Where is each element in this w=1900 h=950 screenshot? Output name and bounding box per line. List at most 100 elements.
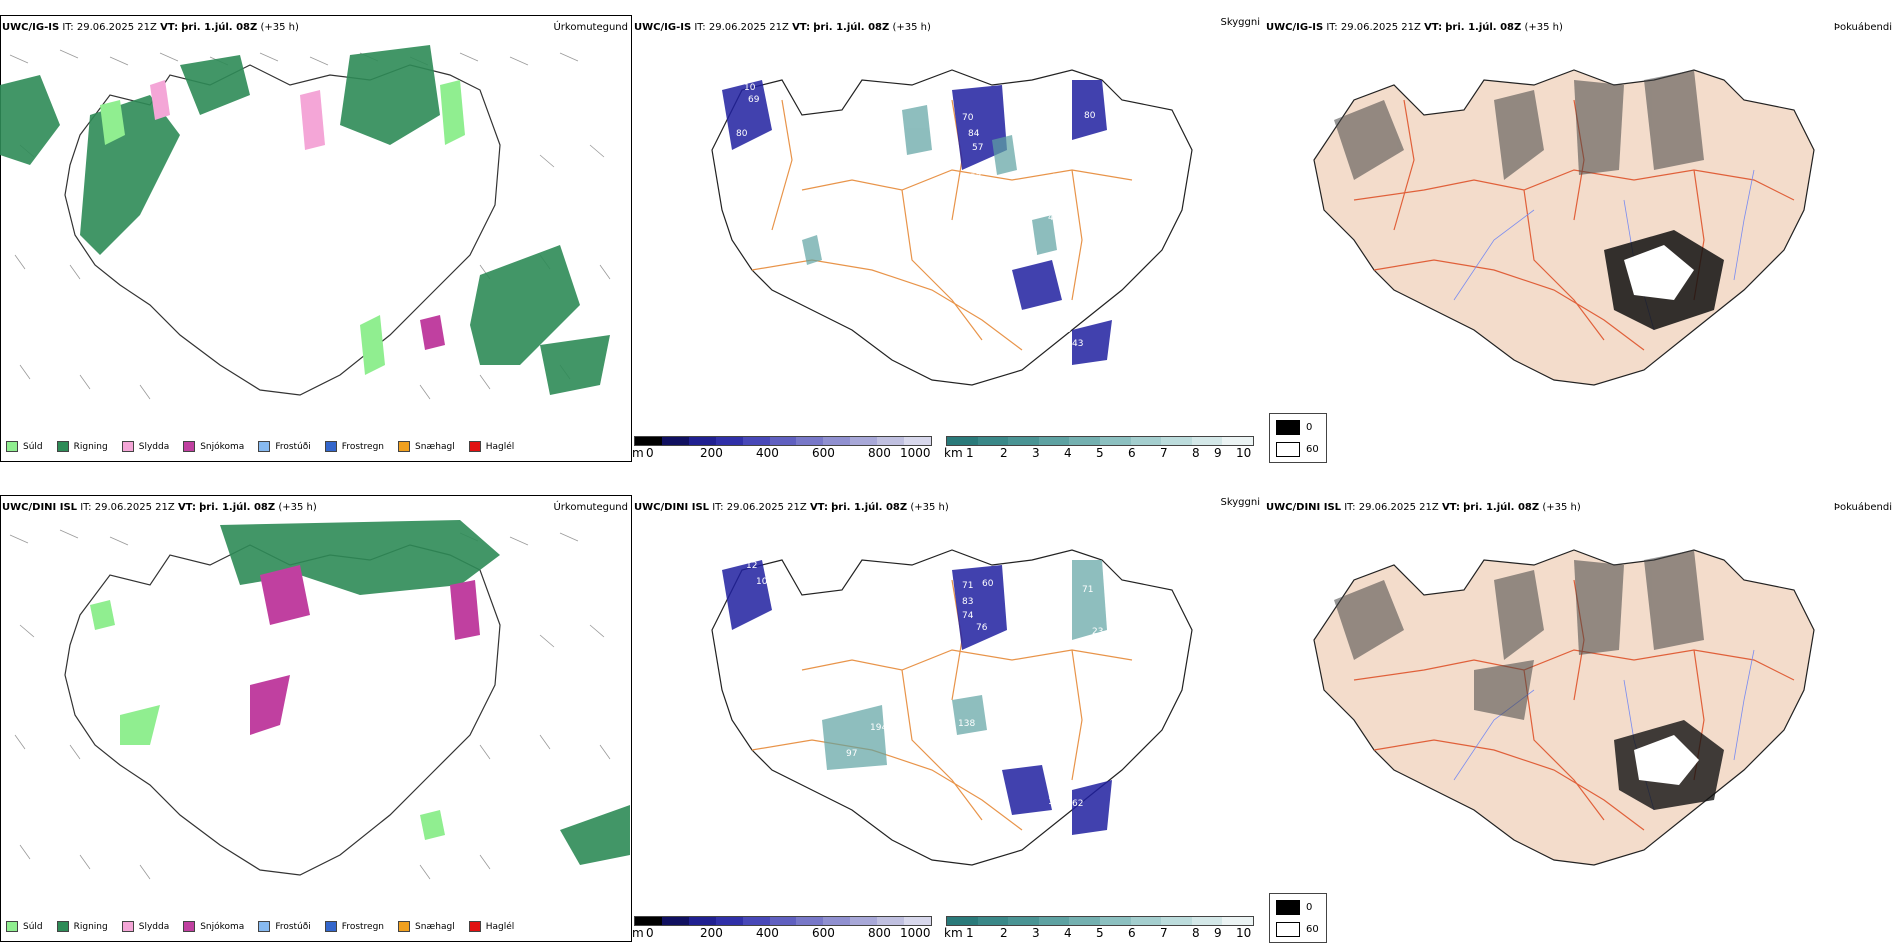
valid-time-label: VT: (809, 502, 828, 513)
colorbar-segment (1191, 917, 1223, 925)
legend-item-rain: Rigning (56, 441, 108, 452)
legend-label: Frostregn (341, 921, 385, 932)
panel-header: UWC/DINI ISL IT: 29.06.2025 21Z VT: þri.… (634, 502, 949, 513)
vis-value-label: 20 (930, 631, 942, 641)
legend-item-snow: Snjókoma (183, 441, 244, 452)
legend-swatch (56, 921, 69, 932)
fog-map (1313, 69, 1815, 386)
vis-value-label: 12 (1056, 261, 1067, 271)
visibility-panel-top: UWC/IG-IS IT: 29.06.2025 21Z VT: þri. 1.… (632, 0, 1264, 462)
panel-title: Úrkomutegund (553, 22, 628, 33)
vis-value-label: 40 (1048, 213, 1060, 223)
colorbar-segment (661, 917, 689, 925)
colorbar-tick: 0 (646, 446, 654, 460)
vis-value-label: 62 (1072, 799, 1083, 809)
precip-type-panel-bottom: UWC/DINI ISL IT: 29.06.2025 21Z VT: þri.… (0, 480, 632, 942)
vis-value-label: 69 (748, 95, 760, 105)
legend-label: Haglél (485, 441, 515, 452)
colorbar-segment (877, 437, 905, 445)
legend-swatch (258, 921, 271, 932)
visibility-panel-bottom: UWC/DINI ISL IT: 29.06.2025 21Z VT: þri.… (632, 480, 1264, 942)
legend-swatch (121, 441, 134, 452)
legend-swatch (6, 921, 18, 932)
legend-swatch (121, 921, 134, 932)
legend-label: Frostúði (275, 921, 311, 932)
panel-title: Þokuábendi (1833, 22, 1892, 33)
colorbar-unit: km (944, 926, 963, 940)
valid-time: þri. 1.júl. 08Z (199, 502, 276, 513)
legend-item-sleet: Slydda (121, 441, 169, 452)
lead-time: (+35 h) (892, 22, 931, 33)
colorbar-tick: 1000 (900, 926, 931, 940)
colorbar-segment (823, 437, 851, 445)
vis-value-label: 70 (962, 113, 974, 123)
vis-value-label: 35 (1098, 159, 1109, 169)
colorbar-tick: 2 (1000, 446, 1008, 460)
vis-value-label: 84 (968, 129, 980, 139)
fog-index-panel-bottom: UWC/DINI ISL IT: 29.06.2025 21Z VT: þri.… (1264, 480, 1900, 943)
panel-title: Skyggni (1220, 497, 1260, 508)
colorbar-segment (1191, 437, 1223, 445)
colorbar-tick: 200 (700, 926, 723, 940)
colorbar-tick: 800 (868, 926, 891, 940)
lead-time: (+35 h) (278, 502, 317, 513)
colorbar-tick: 10 (1236, 926, 1252, 940)
model-name: UWC/IG-IS (1266, 22, 1324, 33)
colorbar-segment (1069, 437, 1100, 445)
legend-label: Súld (23, 921, 43, 932)
colorbar-tick: 1000 (900, 446, 931, 460)
vis-value-label: 83 (962, 597, 973, 607)
legend-item-freezing-rain: Frostregn (324, 921, 385, 932)
visibility-km-colorbar: km 1 2 3 4 5 6 7 8 9 10 (944, 436, 1256, 462)
fog-legend: 0 60 (1269, 413, 1327, 463)
panel-title: Skyggni (1220, 17, 1260, 28)
panel-title: Þokuábendi (1833, 502, 1892, 513)
valid-time: þri. 1.júl. 08Z (1463, 502, 1540, 513)
colorbar-segment (823, 917, 851, 925)
colorbar-segment (715, 917, 743, 925)
colorbar-segment (977, 437, 1009, 445)
visibility-m-colorbar: m 0 200 400 600 800 1000 (632, 916, 932, 942)
valid-time-label: VT: (160, 22, 179, 33)
vis-value-label: 76 (976, 623, 988, 633)
legend-swatch (6, 441, 18, 452)
fog-index-panel-top: UWC/IG-IS IT: 29.06.2025 21Z VT: þri. 1.… (1264, 0, 1900, 463)
lead-time: (+35 h) (910, 502, 949, 513)
legend-item-snow-pellets: Snæhagl (398, 921, 455, 932)
valid-time-label: VT: (792, 22, 811, 33)
vis-value-label: 57 (970, 173, 981, 183)
fog-legend-label: 0 (1306, 902, 1313, 913)
vis-value-label: 12 (746, 561, 757, 571)
vis-value-label: 13 (1014, 117, 1025, 127)
legend-swatch (468, 921, 481, 932)
colorbar-segment (1161, 917, 1192, 925)
colorbar-segment (977, 917, 1009, 925)
colorbar-tick: 0 (646, 926, 654, 940)
colorbar-segment (1099, 917, 1131, 925)
vis-value-label: 90 (1018, 597, 1030, 607)
init-time: IT: 29.06.2025 21Z (62, 22, 157, 33)
colorbar-strip (946, 436, 1254, 446)
legend-label: Snæhagl (415, 921, 455, 932)
legend-label: Rigning (73, 921, 108, 932)
panel-header: UWC/IG-IS IT: 29.06.2025 21Z VT: þri. 1.… (2, 22, 299, 33)
colorbar-segment (742, 917, 770, 925)
colorbar-tick: 600 (812, 926, 835, 940)
colorbar-segment (688, 437, 716, 445)
vis-value-label: 82 (1074, 309, 1085, 319)
legend-swatch (183, 441, 196, 452)
legend-swatch (468, 441, 481, 452)
vis-value-label: 198 (1050, 761, 1067, 771)
vis-value-label: 71 (962, 581, 973, 591)
colorbar-tick: 4 (1064, 926, 1072, 940)
colorbar-tick: 6 (1128, 926, 1136, 940)
colorbar-segment (1038, 917, 1070, 925)
legend-item-freezing-drizzle: Frostúði (258, 441, 311, 452)
model-name: UWC/IG-IS (634, 22, 692, 33)
colorbar-segment (796, 917, 824, 925)
init-time: IT: 29.06.2025 21Z (80, 502, 175, 513)
precip-legend: Súld Rigning Slydda Snjókoma Frostúði Fr… (6, 441, 528, 452)
colorbar-tick: 2 (1000, 926, 1008, 940)
init-time: IT: 29.06.2025 21Z (712, 502, 807, 513)
model-name: UWC/DINI ISL (1266, 502, 1342, 513)
